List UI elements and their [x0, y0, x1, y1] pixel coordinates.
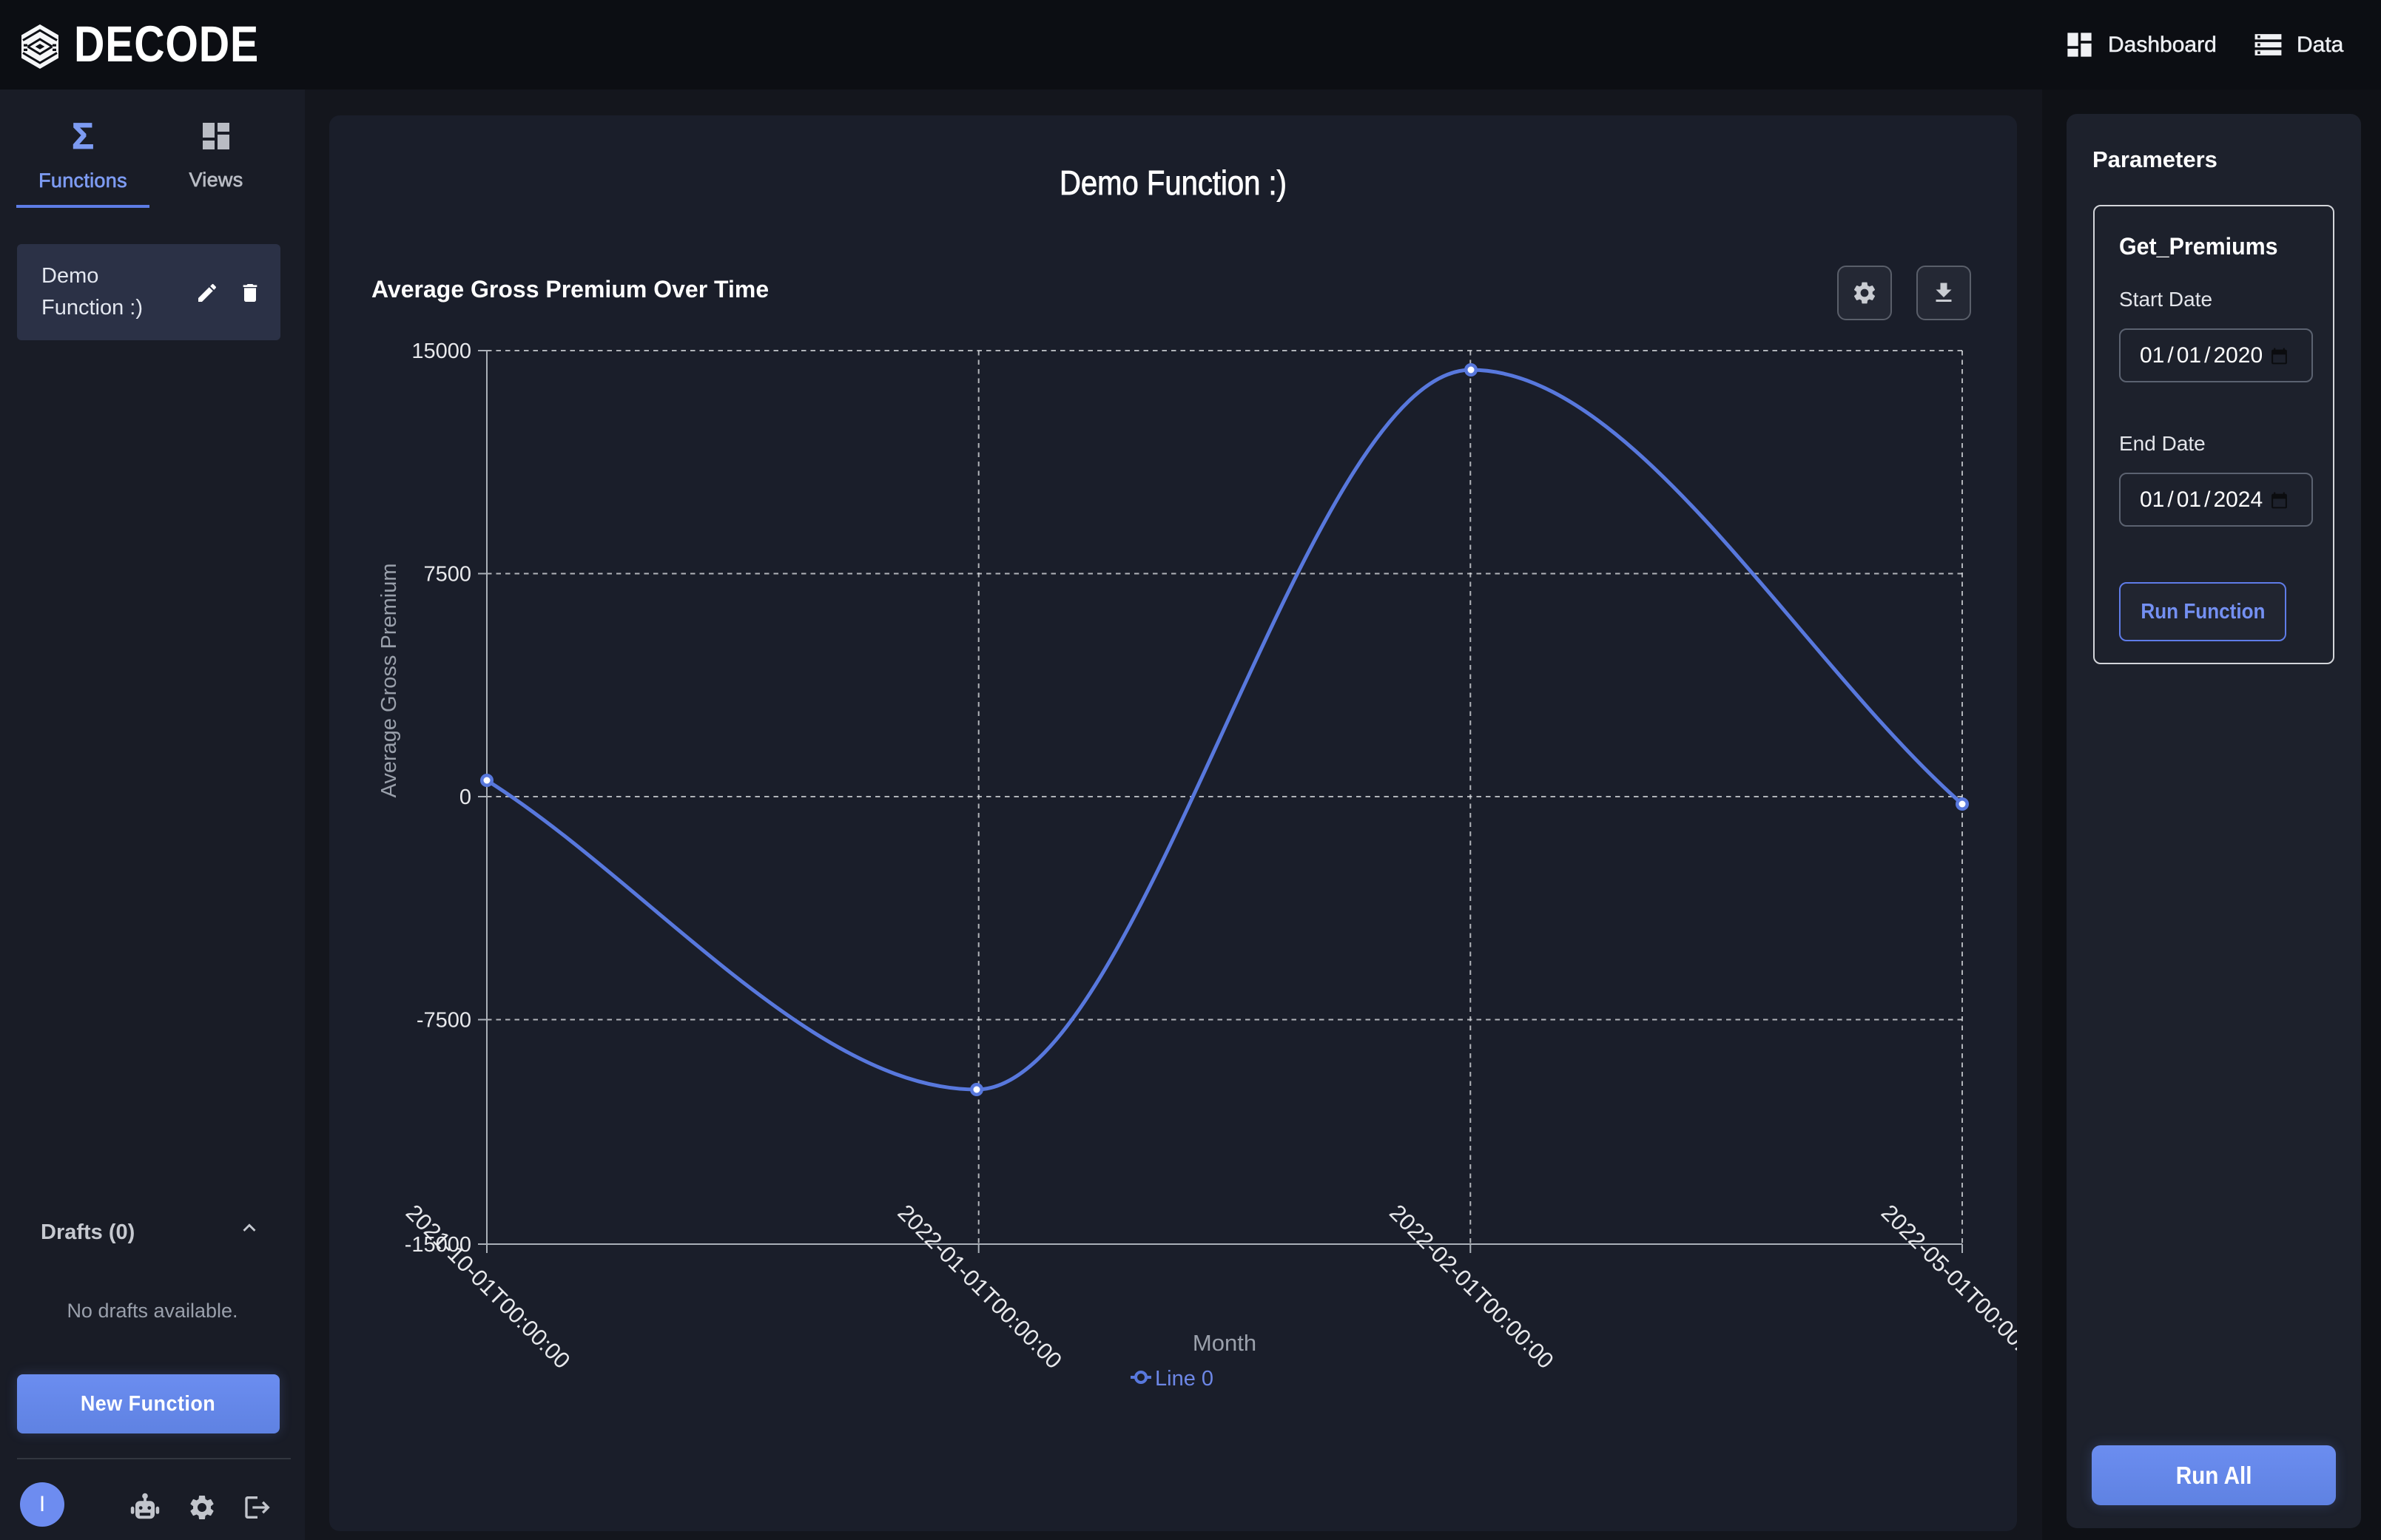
svg-text:Month: Month — [1193, 1330, 1256, 1356]
svg-text:Average Gross Premium: Average Gross Premium — [377, 564, 401, 798]
svg-text:2022-05-01T00:00:00: 2022-05-01T00:00:00 — [1876, 1200, 2017, 1374]
svg-text:2022-02-01T00:00:00: 2022-02-01T00:00:00 — [1384, 1200, 1559, 1374]
svg-text:Line 0: Line 0 — [1155, 1367, 1213, 1391]
svg-text:15000: 15000 — [411, 340, 471, 363]
svg-text:0: 0 — [459, 786, 471, 809]
svg-text:-15000: -15000 — [405, 1233, 471, 1257]
svg-text:2022-01-01T00:00:00: 2022-01-01T00:00:00 — [893, 1200, 1068, 1374]
svg-text:-7500: -7500 — [417, 1009, 471, 1033]
svg-text:7500: 7500 — [423, 563, 471, 587]
svg-text:2021-10-01T00:00:00: 2021-10-01T00:00:00 — [401, 1200, 576, 1374]
